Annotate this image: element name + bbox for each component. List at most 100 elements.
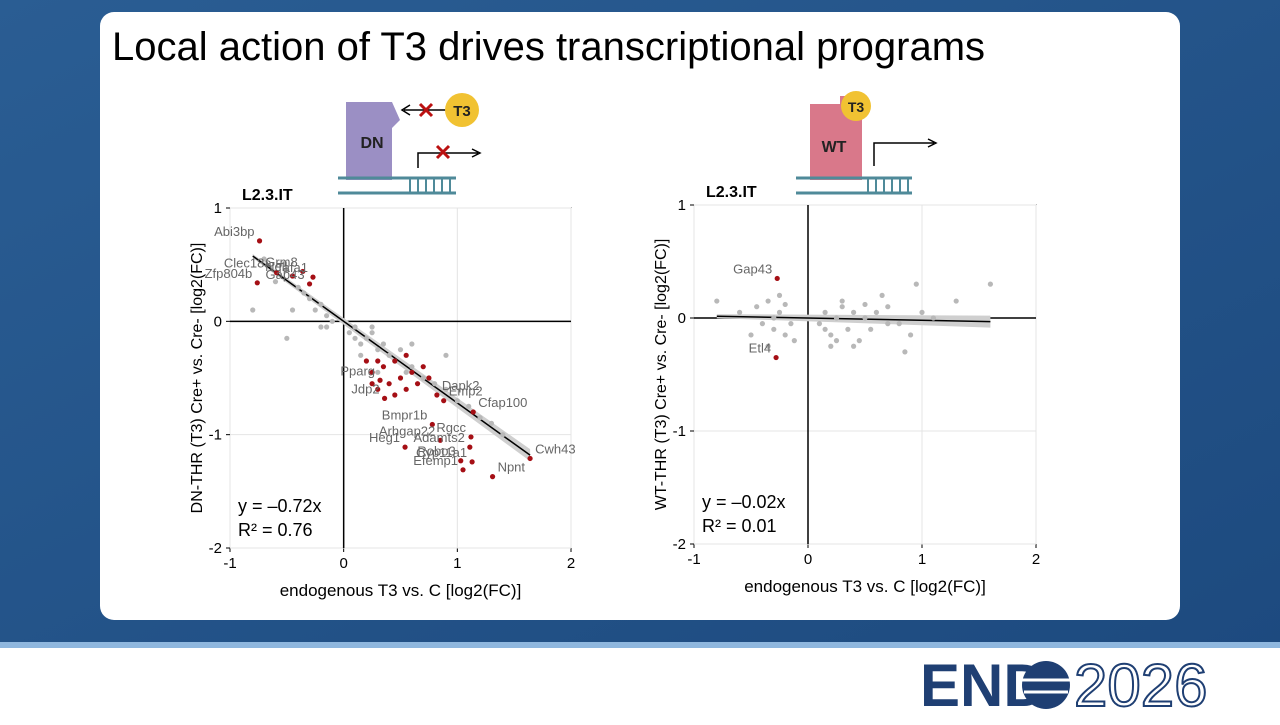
point — [434, 392, 440, 398]
point — [254, 280, 260, 286]
point — [369, 369, 375, 375]
equation: R² = 0.76 — [238, 520, 313, 540]
x-tick-label: 0 — [804, 551, 812, 568]
point — [489, 474, 496, 480]
point — [466, 403, 472, 409]
band — [0, 642, 1280, 648]
point — [460, 467, 466, 473]
point — [300, 268, 306, 275]
point — [375, 369, 381, 375]
diagram-wt: WT T3 — [796, 91, 938, 195]
y-tick-label: -1 — [209, 427, 222, 444]
point — [816, 321, 823, 327]
point — [409, 341, 415, 347]
point-label: Pparg — [340, 363, 375, 378]
point — [919, 309, 925, 315]
point — [862, 315, 868, 321]
point — [432, 381, 438, 387]
point — [856, 338, 862, 344]
point — [441, 398, 447, 404]
x-tick-label: 2 — [1032, 551, 1040, 568]
fit-line — [716, 315, 991, 323]
point-label: Nell — [265, 259, 288, 274]
point — [397, 375, 404, 381]
y-tick-label: 1 — [678, 197, 686, 214]
y-tick-label: 0 — [678, 310, 686, 327]
point — [862, 301, 868, 308]
point — [363, 335, 369, 341]
protein-label: DN — [360, 135, 383, 152]
equation: y = –0.02x — [702, 492, 786, 512]
point — [295, 284, 301, 290]
point — [443, 352, 449, 358]
y-axis-label: DN-THR (T3) Cre+ vs. Cre- [log2(FC)] — [189, 243, 206, 514]
point — [930, 315, 937, 321]
point — [363, 358, 369, 364]
point — [429, 421, 435, 428]
diagram-dn: DN T3 — [338, 93, 482, 195]
point — [748, 332, 754, 338]
point — [454, 398, 460, 404]
point — [470, 409, 476, 415]
point — [737, 309, 743, 315]
point — [902, 349, 908, 355]
point-label: Tafa1 — [276, 260, 308, 275]
point — [289, 273, 296, 279]
point-label: Bmpr1b — [382, 407, 428, 422]
point — [500, 432, 506, 438]
point — [458, 458, 464, 464]
point — [284, 267, 290, 273]
point-label: Jdp2 — [351, 381, 379, 396]
point — [527, 455, 533, 462]
point — [426, 375, 432, 381]
point — [469, 459, 475, 465]
point — [420, 375, 426, 381]
equation: y = –0.72x — [238, 496, 322, 516]
point — [773, 354, 779, 361]
point — [375, 386, 381, 392]
charts: -1 0 1 2-2-101Abi3bpClec18aGrm8Tafa1NellGap… — [189, 184, 1040, 600]
x-tick-label: 1 — [918, 551, 926, 568]
point — [987, 281, 994, 287]
point — [403, 352, 409, 358]
point — [392, 358, 398, 364]
x-tick-label: 0 — [339, 555, 347, 572]
point — [403, 386, 409, 392]
point — [765, 298, 771, 304]
point-label: Cwh43 — [535, 441, 575, 456]
point — [256, 238, 263, 244]
point — [312, 307, 318, 313]
point — [953, 298, 959, 304]
point — [885, 304, 891, 310]
point — [822, 309, 828, 315]
point-label: Gap43 — [266, 267, 305, 282]
point — [386, 381, 392, 387]
point-label: Heg1 — [369, 430, 400, 445]
point — [759, 321, 766, 327]
point — [375, 358, 381, 364]
point — [375, 347, 381, 353]
y-tick-label: -1 — [673, 423, 686, 440]
point — [284, 335, 290, 341]
point-label: Emp2 — [449, 384, 483, 399]
point — [839, 304, 845, 310]
point-label: Abi3bp — [214, 224, 254, 239]
point — [414, 381, 421, 387]
point-label: Efemp1 — [413, 453, 458, 468]
point — [381, 395, 388, 401]
point — [420, 364, 426, 370]
point — [828, 332, 834, 338]
point — [380, 341, 387, 347]
point-label: Arhgap22 — [379, 423, 435, 438]
point — [324, 324, 330, 330]
point — [771, 326, 777, 332]
point — [377, 377, 383, 383]
point — [289, 307, 296, 313]
point — [714, 298, 720, 304]
point — [873, 309, 880, 315]
point — [782, 301, 788, 308]
x-axis-label: endogenous T3 vs. C [log2(FC)] — [744, 577, 986, 596]
point — [329, 318, 335, 324]
point — [397, 347, 404, 353]
